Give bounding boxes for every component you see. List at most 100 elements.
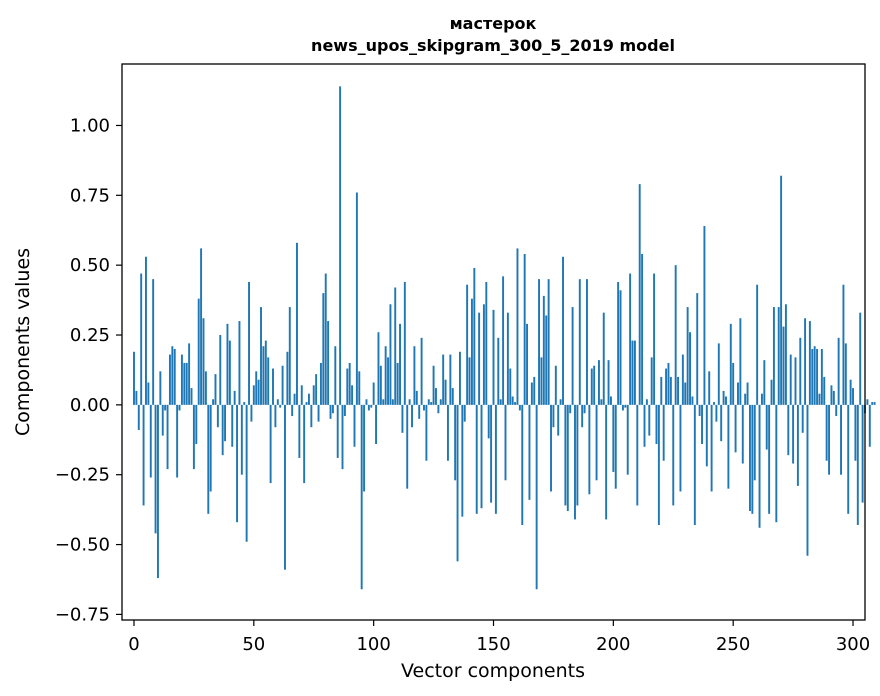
bar-93 (355, 192, 358, 405)
bar-235 (696, 293, 699, 405)
bar-118 (415, 390, 418, 405)
bar-38 (224, 404, 227, 442)
bar-54 (262, 346, 265, 405)
bar-42 (233, 390, 236, 405)
bar-304 (861, 404, 864, 503)
bar-288 (823, 376, 826, 405)
bar-193 (595, 404, 598, 481)
bar-263 (763, 360, 766, 405)
bar-24 (190, 388, 193, 405)
bar-7 (149, 404, 152, 478)
bar-165 (528, 404, 531, 500)
bar-130 (444, 379, 447, 405)
bar-262 (760, 393, 763, 405)
bar-120 (420, 337, 423, 405)
bar-140 (468, 357, 471, 405)
bar-157 (509, 368, 512, 405)
bar-255 (744, 393, 747, 405)
bar-40 (228, 340, 231, 405)
bar-211 (638, 184, 641, 405)
bar-270 (780, 175, 783, 405)
bar-30 (204, 371, 207, 405)
bar-176 (554, 365, 557, 405)
bar-81 (327, 321, 330, 405)
bar-161 (518, 404, 521, 411)
bar-41 (231, 404, 234, 447)
bar-238 (703, 226, 706, 405)
bar-46 (243, 402, 246, 405)
bar-272 (784, 304, 787, 405)
bar-286 (818, 393, 821, 405)
bar-106 (387, 357, 389, 405)
bar-217 (653, 273, 656, 405)
bar-197 (605, 404, 608, 520)
bar-139 (466, 284, 469, 405)
bar-80 (324, 273, 327, 405)
bar-90 (348, 362, 351, 405)
bar-60 (276, 399, 279, 405)
bar-249 (729, 323, 732, 405)
bar-66 (291, 404, 294, 417)
bar-185 (576, 404, 579, 506)
bar-108 (391, 399, 394, 405)
bar-94 (358, 371, 361, 405)
bar-181 (566, 404, 569, 512)
bar-271 (782, 326, 785, 405)
bar-300 (852, 388, 854, 405)
bar-287 (820, 348, 823, 405)
bar-198 (607, 360, 610, 405)
bar-8 (152, 279, 155, 405)
bar-35 (216, 404, 219, 428)
bar-234 (693, 404, 696, 525)
bar-202 (617, 281, 620, 405)
bar-141 (470, 298, 473, 405)
bar-6 (147, 382, 150, 405)
bar-145 (480, 404, 483, 509)
bar-148 (487, 404, 490, 439)
bar-280 (804, 318, 807, 405)
bar-268 (775, 404, 778, 523)
bar-113 (403, 281, 406, 405)
bar-88 (343, 404, 346, 417)
bar-104 (382, 399, 385, 405)
bar-109 (394, 287, 397, 405)
bar-229 (681, 354, 684, 405)
bar-299 (849, 379, 852, 405)
bar-83 (331, 404, 334, 414)
bar-164 (526, 323, 529, 405)
bar-28 (200, 248, 203, 405)
bar-57 (269, 404, 272, 484)
bar-289 (825, 404, 828, 461)
bar-233 (691, 396, 694, 405)
bar-19 (178, 404, 181, 411)
bar-70 (300, 385, 303, 405)
bar-248 (727, 404, 730, 489)
bar-134 (454, 404, 457, 481)
bar-65 (288, 307, 291, 405)
bar-29 (202, 318, 205, 405)
bar-163 (523, 253, 526, 405)
bar-194 (598, 360, 600, 405)
bar-183 (571, 307, 574, 405)
bar-170 (540, 357, 543, 405)
bar-121 (423, 404, 425, 411)
bar-85 (336, 404, 339, 458)
bar-265 (768, 404, 771, 514)
bar-212 (641, 253, 644, 405)
bar-69 (298, 404, 301, 458)
bar-11 (159, 371, 162, 405)
bar-182 (569, 404, 572, 414)
bar-75 (312, 385, 315, 405)
bar-series (133, 86, 876, 590)
bar-191 (590, 368, 593, 405)
bar-58 (272, 368, 274, 405)
bar-297 (844, 343, 847, 405)
bar-67 (293, 393, 296, 405)
bar-13 (164, 404, 167, 411)
bar-127 (437, 404, 440, 414)
bar-152 (497, 337, 500, 405)
bar-48 (248, 281, 250, 405)
bar-68 (296, 242, 298, 405)
bar-53 (260, 307, 262, 405)
bar-223 (667, 362, 670, 405)
